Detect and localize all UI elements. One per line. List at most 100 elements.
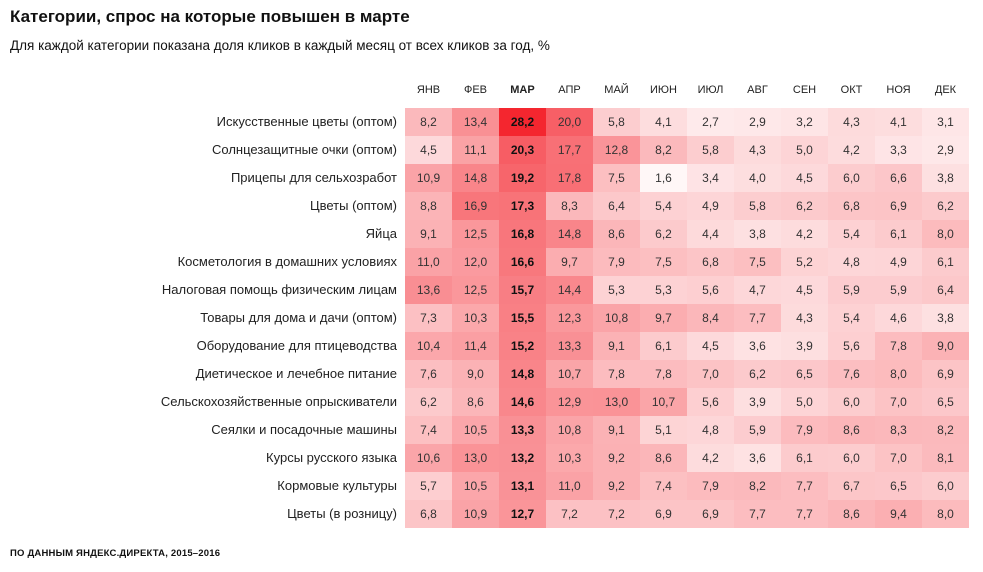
heatmap-cell: 4,2	[828, 136, 875, 164]
row-label: Цветы (в розницу)	[287, 506, 397, 521]
heatmap-cell: 5,4	[640, 192, 687, 220]
heatmap-cell: 6,0	[922, 472, 969, 500]
heatmap-cell: 14,4	[546, 276, 593, 304]
heatmap-cell: 10,7	[640, 388, 687, 416]
row-label: Налоговая помощь физическим лицам	[161, 282, 397, 297]
heatmap-cell: 16,8	[499, 220, 546, 248]
heatmap-cell: 4,5	[781, 164, 828, 192]
heatmap-cell: 5,8	[687, 136, 734, 164]
heatmap-cell: 11,0	[405, 248, 452, 276]
heatmap-cell: 6,9	[922, 360, 969, 388]
heatmap-cell: 8,6	[452, 388, 499, 416]
heatmap-cell: 4,8	[687, 416, 734, 444]
heatmap-cell: 5,9	[734, 416, 781, 444]
heatmap-cell: 12,8	[593, 136, 640, 164]
heatmap-cell: 10,3	[546, 444, 593, 472]
heatmap-cell: 5,4	[828, 220, 875, 248]
heatmap-cell: 10,4	[405, 332, 452, 360]
heatmap-cell: 8,2	[405, 108, 452, 136]
heatmap-cell: 9,0	[922, 332, 969, 360]
heatmap-cell: 7,8	[875, 332, 922, 360]
heatmap-cell: 6,9	[687, 500, 734, 528]
heatmap-cell: 4,3	[828, 108, 875, 136]
heatmap-cell: 20,0	[546, 108, 593, 136]
heatmap-cell: 4,7	[734, 276, 781, 304]
heatmap-cell: 4,1	[640, 108, 687, 136]
heatmap-cell: 8,6	[640, 444, 687, 472]
heatmap-cell: 9,2	[593, 472, 640, 500]
heatmap-cell: 5,6	[687, 276, 734, 304]
chart-subtitle: Для каждой категории показана доля клико…	[10, 38, 550, 53]
heatmap-cell: 13,4	[452, 108, 499, 136]
heatmap-cell: 8,3	[546, 192, 593, 220]
heatmap-cell: 10,5	[452, 472, 499, 500]
heatmap-cell: 5,0	[781, 136, 828, 164]
heatmap-cell: 14,8	[499, 360, 546, 388]
heatmap-cell: 3,4	[687, 164, 734, 192]
heatmap-cell: 5,2	[781, 248, 828, 276]
heatmap-cell: 8,6	[593, 220, 640, 248]
heatmap-cell: 10,5	[452, 416, 499, 444]
heatmap-cell: 6,7	[828, 472, 875, 500]
row-label: Оборудование для птицеводства	[196, 338, 397, 353]
heatmap-cell: 7,2	[593, 500, 640, 528]
heatmap-cell: 14,8	[546, 220, 593, 248]
heatmap-cell: 20,3	[499, 136, 546, 164]
heatmap-cell: 10,9	[452, 500, 499, 528]
heatmap-cell: 6,2	[781, 192, 828, 220]
source-note: ПО ДАННЫМ ЯНДЕКС.ДИРЕКТА, 2015–2016	[10, 548, 221, 559]
heatmap-cell: 7,7	[734, 304, 781, 332]
column-header: ФЕВ	[463, 84, 488, 96]
heatmap-cell: 15,5	[499, 304, 546, 332]
heatmap-cell: 12,7	[499, 500, 546, 528]
heatmap-cell: 6,8	[687, 248, 734, 276]
column-header: ДЕК	[934, 84, 957, 96]
heatmap-cell: 9,2	[593, 444, 640, 472]
heatmap-cell: 7,4	[640, 472, 687, 500]
heatmap-cell: 10,3	[452, 304, 499, 332]
heatmap-cell: 6,0	[828, 444, 875, 472]
heatmap-cell: 7,0	[875, 388, 922, 416]
heatmap-cell: 3,9	[781, 332, 828, 360]
heatmap-cell: 9,1	[593, 332, 640, 360]
row-label: Искусственные цветы (оптом)	[216, 114, 397, 129]
heatmap-cell: 5,1	[640, 416, 687, 444]
heatmap-cell: 9,7	[640, 304, 687, 332]
heatmap-cell: 5,0	[781, 388, 828, 416]
heatmap-cell: 7,6	[828, 360, 875, 388]
heatmap-cell: 6,5	[875, 472, 922, 500]
heatmap-cell: 7,9	[593, 248, 640, 276]
heatmap-cell: 12,5	[452, 220, 499, 248]
heatmap-cell: 13,6	[405, 276, 452, 304]
heatmap-cell: 9,7	[546, 248, 593, 276]
heatmap-cell: 8,6	[828, 416, 875, 444]
heatmap-cell: 6,2	[405, 388, 452, 416]
heatmap-cell: 7,9	[781, 416, 828, 444]
heatmap-cell: 3,8	[922, 304, 969, 332]
heatmap-cell: 8,6	[828, 500, 875, 528]
heatmap-cell: 6,4	[593, 192, 640, 220]
heatmap-cell: 6,2	[922, 192, 969, 220]
heatmap-cell: 4,2	[687, 444, 734, 472]
heatmap-cell: 8,0	[875, 360, 922, 388]
heatmap-cell: 8,2	[640, 136, 687, 164]
row-label: Солнцезащитные очки (оптом)	[212, 142, 397, 157]
heatmap-cell: 8,2	[734, 472, 781, 500]
heatmap-cell: 3,2	[781, 108, 828, 136]
row-label: Цветы (оптом)	[310, 198, 397, 213]
heatmap-cell: 7,4	[405, 416, 452, 444]
heatmap-cell: 12,3	[546, 304, 593, 332]
heatmap-cell: 1,6	[640, 164, 687, 192]
heatmap-cell: 19,2	[499, 164, 546, 192]
heatmap-cell: 7,9	[687, 472, 734, 500]
heatmap-cell: 28,2	[499, 108, 546, 136]
heatmap-cell: 12,9	[546, 388, 593, 416]
heatmap-cell: 9,1	[593, 416, 640, 444]
heatmap-cell: 4,9	[875, 248, 922, 276]
heatmap-cell: 7,7	[734, 500, 781, 528]
heatmap-cell: 6,1	[640, 332, 687, 360]
heatmap-cell: 16,6	[499, 248, 546, 276]
heatmap-cell: 3,6	[734, 444, 781, 472]
heatmap-cell: 12,0	[452, 248, 499, 276]
row-label: Сеялки и посадочные машины	[211, 422, 397, 437]
